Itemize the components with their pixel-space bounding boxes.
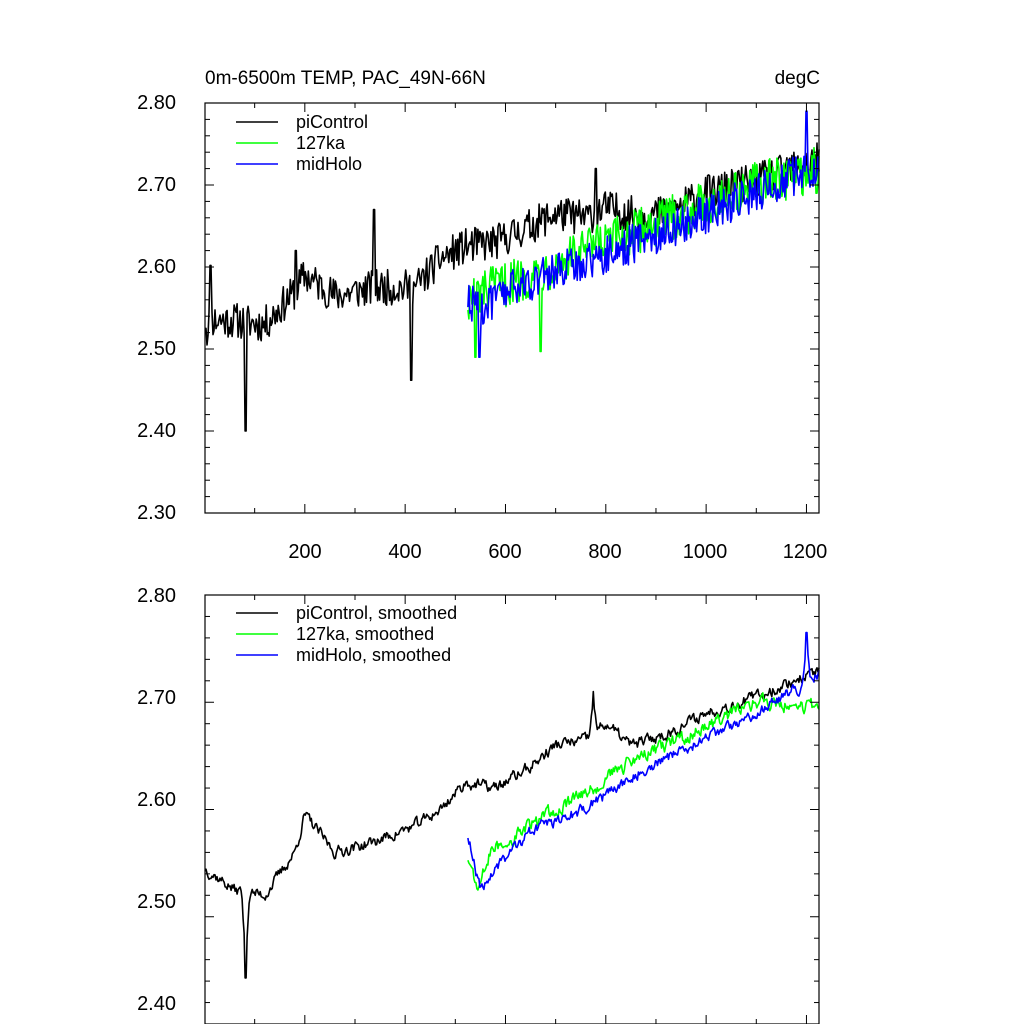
series-line-midholo	[467, 631, 820, 891]
top-y-tick-label: 2.70	[137, 174, 176, 196]
legend-label-midholo-smoothed: midHolo, smoothed	[296, 645, 451, 665]
series-line-127ka	[467, 692, 820, 891]
legend-label-127ka-smoothed: 127ka, smoothed	[296, 624, 434, 644]
bottom-chart-series	[204, 631, 820, 979]
bottom-chart: 2.40 2.50 2.60 2.70 2.80 piControl, smoo…	[137, 585, 820, 1024]
legend-label-picontrol: piControl	[296, 112, 368, 132]
bottom-y-tick-label: 2.40	[137, 993, 176, 1015]
top-y-tick-label: 2.50	[137, 338, 176, 360]
top-x-tick-label: 1200	[783, 541, 828, 563]
top-y-tick-label: 2.30	[137, 502, 176, 524]
bottom-chart-frame	[204, 594, 820, 1024]
top-chart-legend: piControl 127ka midHolo	[236, 112, 368, 174]
legend-label-127ka: 127ka	[296, 133, 346, 153]
top-y-tick-label: 2.60	[137, 256, 176, 278]
bottom-y-tick-label: 2.70	[137, 687, 176, 709]
bottom-y-tick-label: 2.80	[137, 585, 176, 607]
legend-label-picontrol-smoothed: piControl, smoothed	[296, 603, 457, 623]
series-line-picontrol	[204, 142, 820, 432]
top-x-tick-label: 400	[388, 541, 421, 563]
top-x-tick-label: 200	[288, 541, 321, 563]
top-chart: 0m-6500m TEMP, PAC_49N-66N degC 2.30 2.4…	[137, 68, 827, 563]
top-y-tick-label: 2.80	[137, 92, 176, 114]
top-chart-frame	[204, 102, 820, 514]
bottom-chart-ticks	[205, 594, 819, 1024]
bottom-chart-tick-labels: 2.40 2.50 2.60 2.70 2.80	[137, 585, 176, 1015]
top-y-tick-label: 2.40	[137, 420, 176, 442]
top-x-tick-label: 1000	[683, 541, 728, 563]
top-chart-series	[204, 110, 820, 432]
top-chart-units: degC	[775, 68, 820, 89]
legend-label-midholo: midHolo	[296, 154, 362, 174]
series-line-picontrol	[204, 666, 820, 979]
bottom-chart-legend: piControl, smoothed 127ka, smoothed midH…	[236, 603, 457, 665]
series-line-127ka	[467, 146, 820, 359]
series-line-midholo	[467, 110, 820, 359]
top-x-tick-label: 600	[488, 541, 521, 563]
top-x-tick-label: 800	[588, 541, 621, 563]
bottom-y-tick-label: 2.50	[137, 891, 176, 913]
top-chart-tick-labels: 2.30 2.40 2.50 2.60 2.70 2.80 200 400 60…	[137, 92, 827, 563]
bottom-y-tick-label: 2.60	[137, 789, 176, 811]
top-chart-title: 0m-6500m TEMP, PAC_49N-66N	[205, 68, 486, 89]
